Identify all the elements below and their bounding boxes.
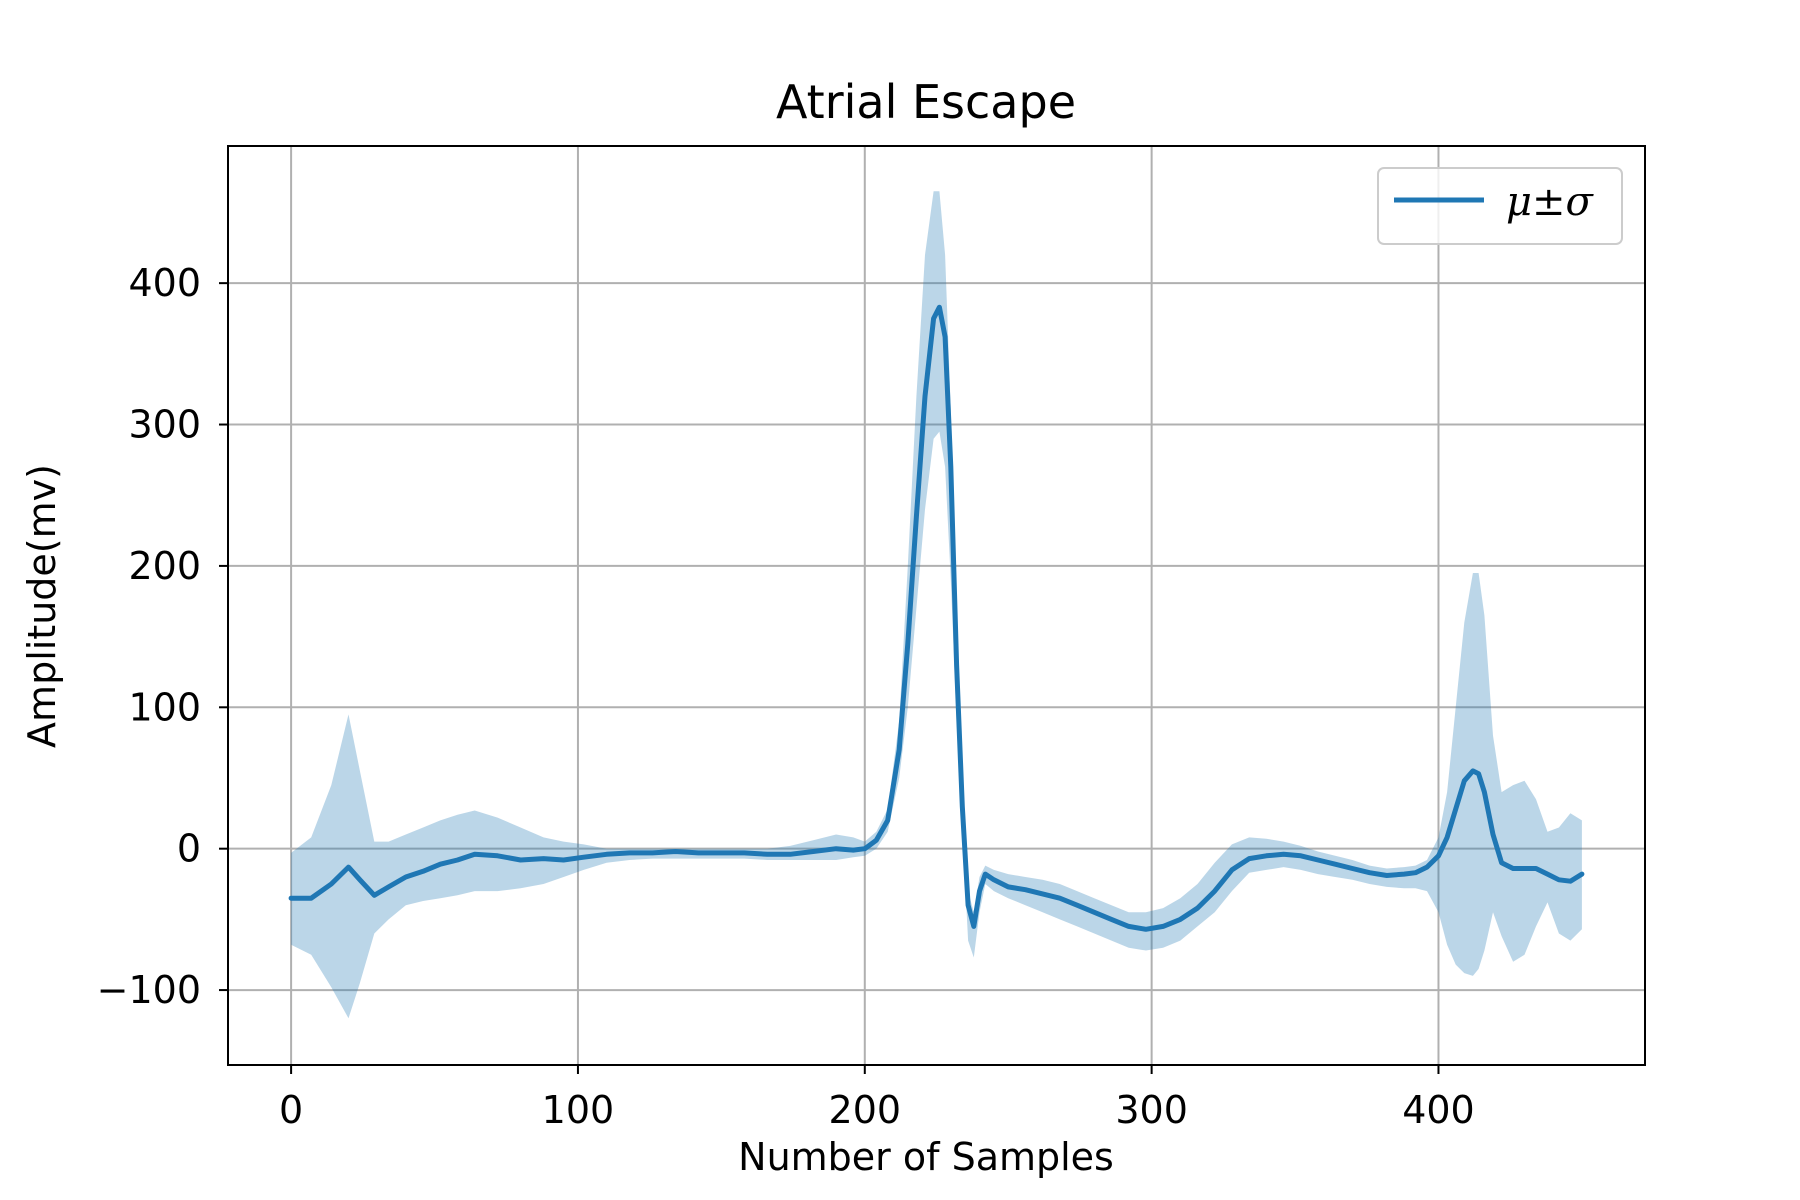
std-band-layer [291,191,1582,1019]
y-tick-label: 200 [128,544,201,588]
x-tick-label: 300 [1115,1088,1188,1132]
grid [228,146,1645,1065]
y-tick-label: 300 [128,403,201,447]
legend-box [1377,167,1623,245]
legend-label: μ±σ [1506,179,1595,225]
x-tick-label: 200 [829,1088,902,1132]
mean-line-layer [288,304,1585,932]
x-tick-labels: 0 100 200 300 400 [279,1088,1475,1132]
x-tick-label: 100 [542,1088,615,1132]
x-axis-title: Number of Samples [738,1135,1114,1179]
legend: μ±σ [1377,167,1623,245]
y-axis-title: Amplitude(mv) [20,464,64,748]
y-tick-label: 400 [128,261,201,305]
y-tick-label: 0 [177,827,201,871]
chart-title: Atrial Escape [776,75,1076,129]
tick-marks [219,282,1440,1074]
plot-frame [227,145,1646,1066]
y-tick-labels: −100 0 100 200 300 400 [97,261,201,1012]
y-tick-label: −100 [97,968,201,1012]
mean-line [288,304,1585,932]
x-tick-label: 400 [1402,1088,1475,1132]
x-tick-label: 0 [279,1088,303,1132]
std-band [291,191,1582,1019]
y-tick-label: 100 [128,685,201,729]
